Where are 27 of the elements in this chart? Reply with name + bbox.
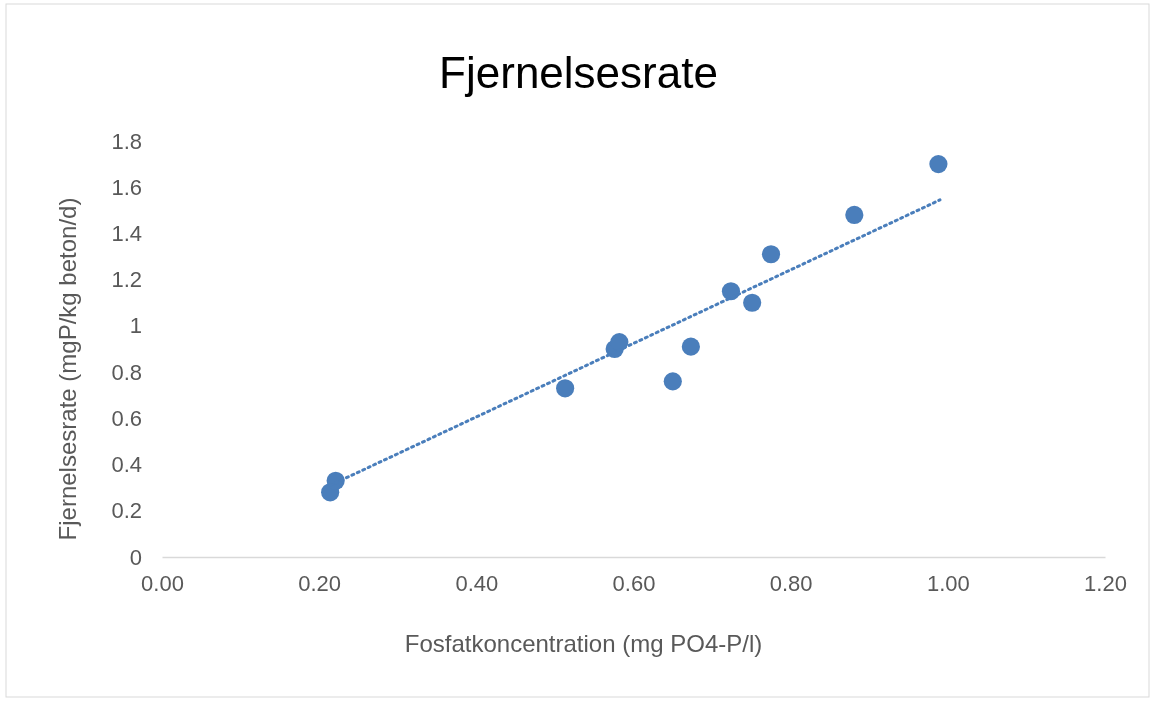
x-tick-label: 1.20 [1084,570,1127,596]
x-tick-label: 0.00 [141,570,184,596]
x-tick-label: 1.00 [926,570,970,596]
x-tick-label: 0.40 [455,570,499,596]
y-tick-label: 1.4 [111,220,142,246]
point [761,245,781,264]
point [681,337,700,356]
point [663,372,682,391]
y-tick-label: 0.8 [111,359,142,385]
y-tick-label: 0.2 [111,498,142,524]
y-tick-label: 1.8 [111,128,142,154]
chart-title: Fjernelsesrate [439,48,718,97]
x-axis-title: Fosfatkoncentration (mg PO4-P/l) [404,630,763,657]
y-tick-label: 0 [129,544,142,570]
y-tick-label: 1 [129,313,142,339]
point [845,205,864,225]
y-tick-label: 0.4 [111,452,142,478]
y-tick-label: 1.6 [111,174,142,200]
x-tick-label: 0.60 [612,570,656,596]
y-tick-label: 1.2 [111,267,142,293]
point [556,379,575,398]
y-axis-title: Fjernelsesrate (mgP/kg beton/d) [54,197,81,541]
point [743,293,762,312]
y-tick-label: 0.6 [111,405,142,431]
point [929,155,948,174]
x-tick-label: 0.20 [298,570,342,596]
x-tick-label: 0.80 [769,570,813,596]
